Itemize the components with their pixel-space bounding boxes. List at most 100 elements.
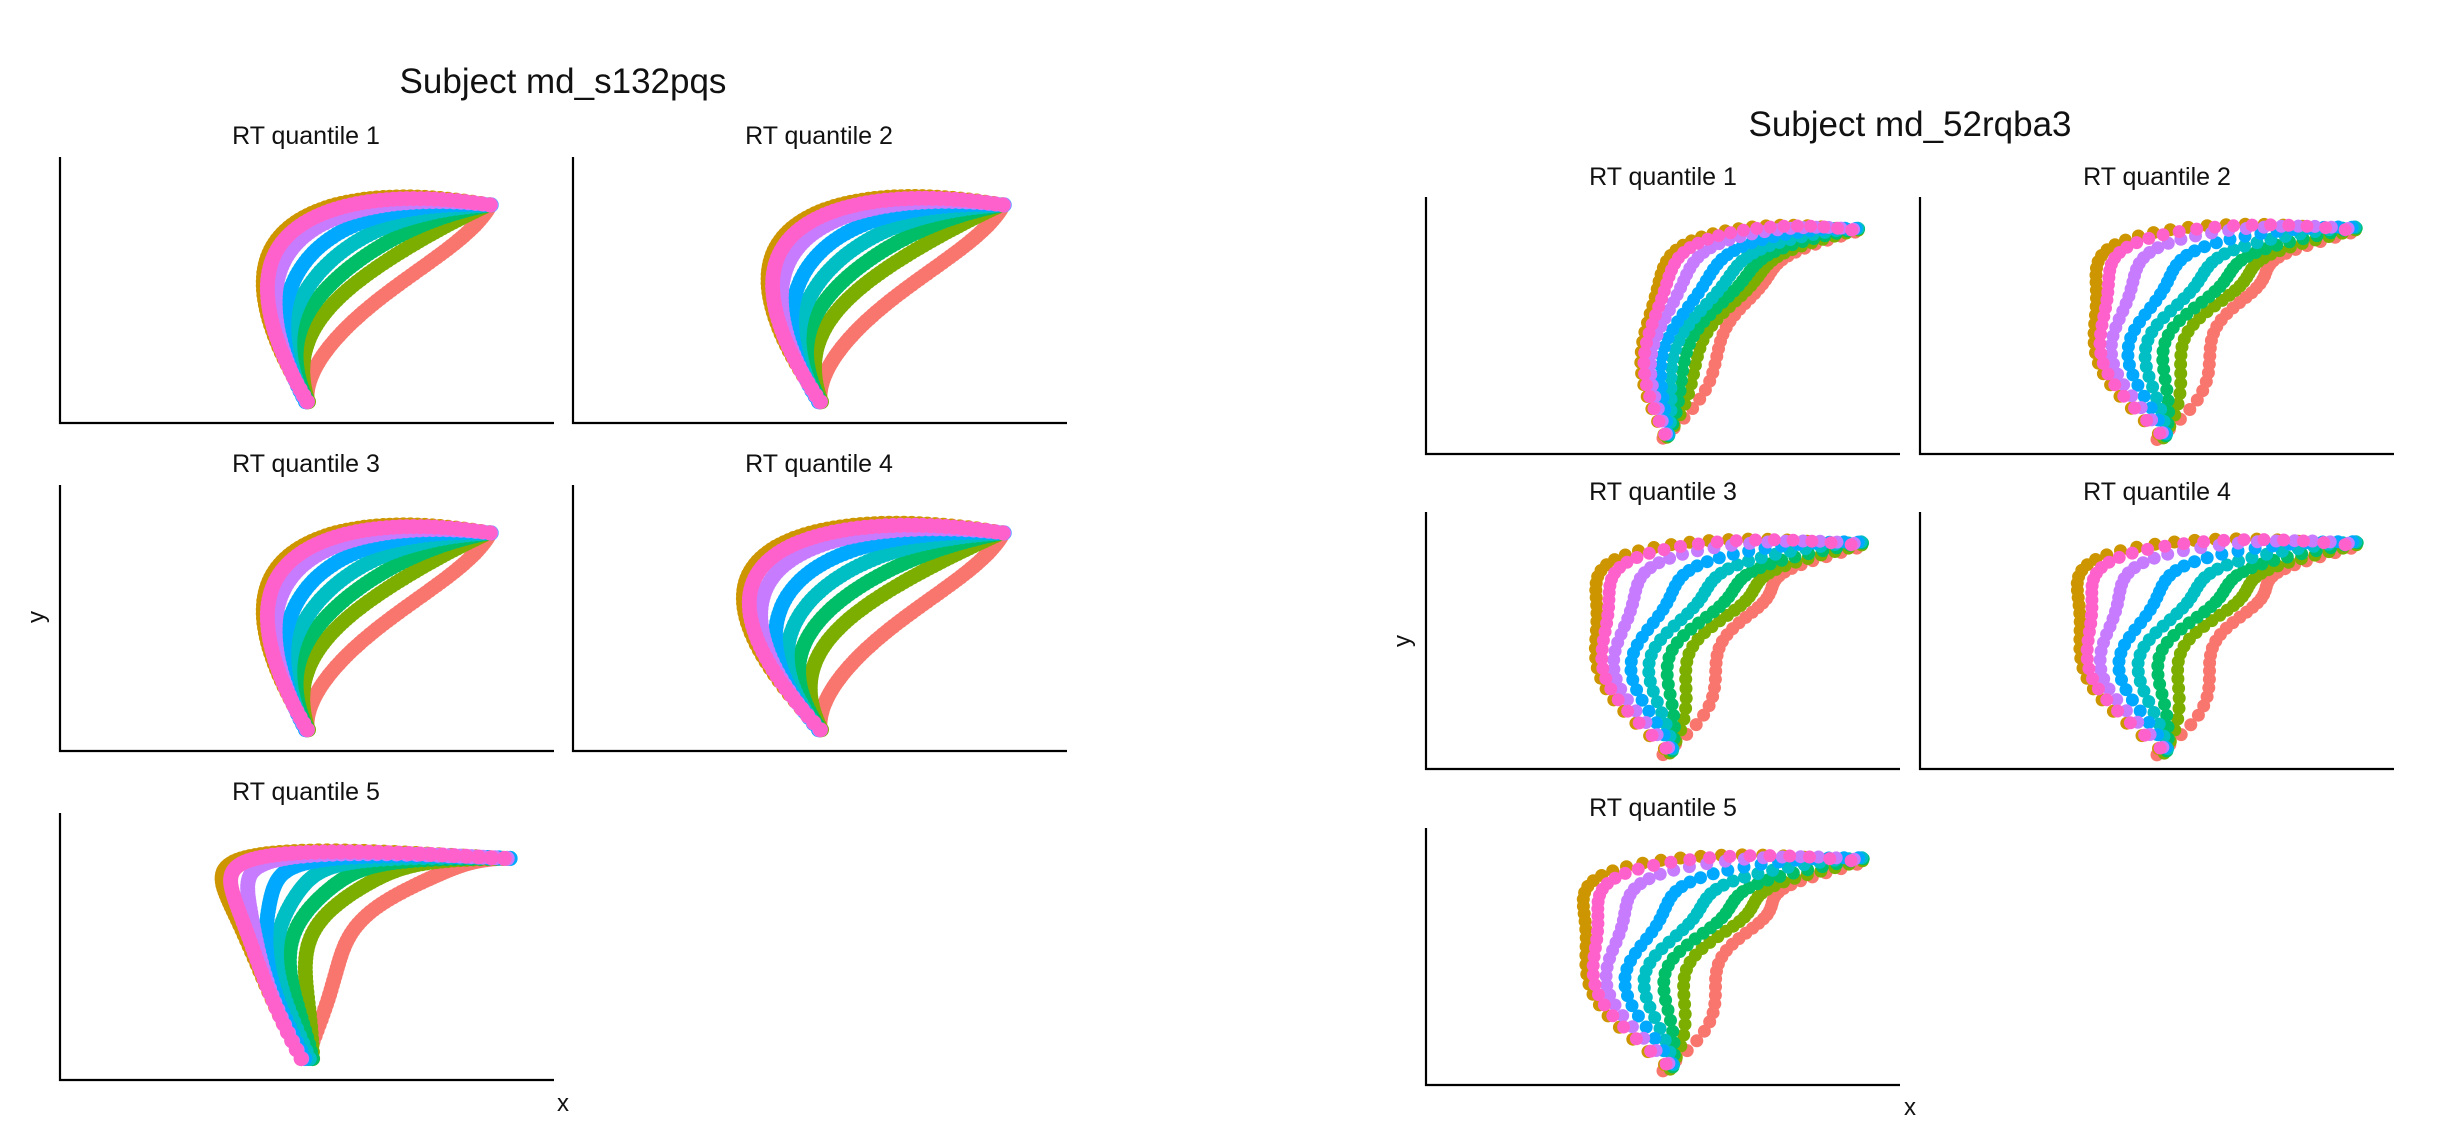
trajectory-point <box>401 846 417 861</box>
trajectory-point <box>2137 684 2151 698</box>
panel-title: RT quantile 4 <box>745 450 893 478</box>
subject-title: Subject md_s132pqs <box>400 62 727 101</box>
trajectory-point <box>1658 427 1672 441</box>
trajectory-point <box>2188 555 2201 569</box>
trajectory-point <box>2128 401 2142 415</box>
trajectory-point <box>2161 394 2175 408</box>
trajectory-point <box>2141 542 2155 556</box>
trajectory-point <box>2197 535 2211 549</box>
trajectory-point <box>2177 559 2191 573</box>
trajectory-point <box>2317 536 2331 550</box>
trajectory-point <box>995 197 1011 213</box>
trajectory-point <box>2173 387 2187 400</box>
panel-title: RT quantile 1 <box>232 122 380 150</box>
trajectory-point <box>1632 716 1646 730</box>
panel-points <box>255 517 499 738</box>
trajectory-point <box>1654 359 1668 373</box>
trajectory-point <box>1683 853 1697 867</box>
trajectory-point <box>496 850 512 866</box>
trajectory-point <box>2136 556 2150 570</box>
trajectory-point <box>1703 851 1717 865</box>
trajectory-point <box>2171 712 2185 726</box>
panel-axes <box>1424 512 1900 771</box>
trajectory-point <box>1635 693 1649 707</box>
trajectory-point <box>2107 357 2120 371</box>
trajectory-point <box>1661 677 1675 691</box>
trajectory-point <box>1710 535 1724 549</box>
trajectory-point <box>1609 672 1623 686</box>
trajectory-point <box>1639 1020 1653 1034</box>
trajectory-point <box>1588 978 1602 992</box>
trajectory-point <box>1653 1022 1667 1035</box>
panel-axes <box>1918 197 2394 456</box>
trajectory-point <box>2094 662 2108 676</box>
trajectory-point <box>2153 426 2167 440</box>
trajectory-point <box>2282 218 2296 232</box>
trajectory-point <box>1743 849 1757 863</box>
panel-right-q3: RT quantile 3 <box>1424 478 1900 771</box>
trajectory-point <box>1654 369 1668 383</box>
trajectory-point <box>2208 220 2222 234</box>
trajectory-point <box>1712 551 1726 565</box>
trajectory-point <box>1724 226 1738 240</box>
trajectory-point <box>483 850 499 866</box>
trajectory-point <box>1726 874 1740 888</box>
trajectory-point <box>2091 682 2105 696</box>
panel-axes <box>1918 512 2394 771</box>
trajectory-point <box>446 848 462 864</box>
panel-points <box>735 515 1012 738</box>
trajectory-point <box>1805 534 1819 548</box>
trajectory-point <box>2147 706 2161 719</box>
trajectory-point <box>2158 539 2172 553</box>
panel-points <box>1576 848 1870 1078</box>
trajectory-point <box>2111 367 2125 381</box>
trajectory-point <box>2158 372 2172 386</box>
trajectory-point <box>2255 557 2269 571</box>
panel-points <box>214 843 518 1067</box>
trajectory-point <box>1614 682 1628 696</box>
trajectory-point <box>1763 220 1777 234</box>
trajectory-point <box>2184 718 2198 732</box>
trajectory-point <box>423 847 439 862</box>
panel-title: RT quantile 3 <box>1589 478 1737 506</box>
trajectory-point <box>1661 1003 1675 1017</box>
panel-points <box>2070 532 2364 762</box>
trajectory-point <box>2082 662 2096 676</box>
trajectory-point <box>2172 681 2186 695</box>
trajectory-point <box>1646 684 1660 698</box>
trajectory-point <box>2338 223 2352 237</box>
trajectory-point <box>2172 691 2186 705</box>
panel-axes <box>58 485 554 753</box>
trajectory-point <box>1679 701 1693 715</box>
panel-axes <box>1424 197 1900 456</box>
trajectory-point <box>1664 1013 1677 1027</box>
trajectory-point <box>2117 378 2131 392</box>
trajectory-point <box>2200 551 2214 565</box>
trajectory-point <box>2232 554 2245 568</box>
trajectory-point <box>2120 240 2134 254</box>
x-axis-label: x <box>557 1090 569 1117</box>
trajectory-point <box>1804 219 1818 233</box>
trajectory-point <box>2188 244 2202 258</box>
trajectory-point <box>1604 682 1618 696</box>
trajectory-point <box>1629 1032 1643 1046</box>
panel-left-q4: RT quantile 4 <box>571 450 1067 753</box>
trajectory-point <box>2151 241 2165 255</box>
trajectory-point <box>2237 533 2251 547</box>
trajectory-point <box>1844 854 1858 868</box>
trajectory-point <box>1647 858 1661 872</box>
trajectory-point <box>2277 533 2291 547</box>
trajectory-point <box>1677 712 1691 726</box>
panel-left-q2: RT quantile 2 <box>571 122 1067 425</box>
trajectory-point <box>2172 701 2186 715</box>
trajectory-point <box>1700 555 1714 569</box>
panel-axes <box>58 813 554 1082</box>
trajectory-point <box>2093 337 2107 351</box>
trajectory-point <box>2238 239 2251 253</box>
trajectory-point <box>1606 1009 1620 1023</box>
trajectory-point <box>2102 555 2116 569</box>
trajectory-point <box>1679 691 1693 705</box>
trajectory-point <box>2245 218 2259 232</box>
trajectory-point <box>2338 538 2352 552</box>
panel-title: RT quantile 5 <box>232 778 380 806</box>
